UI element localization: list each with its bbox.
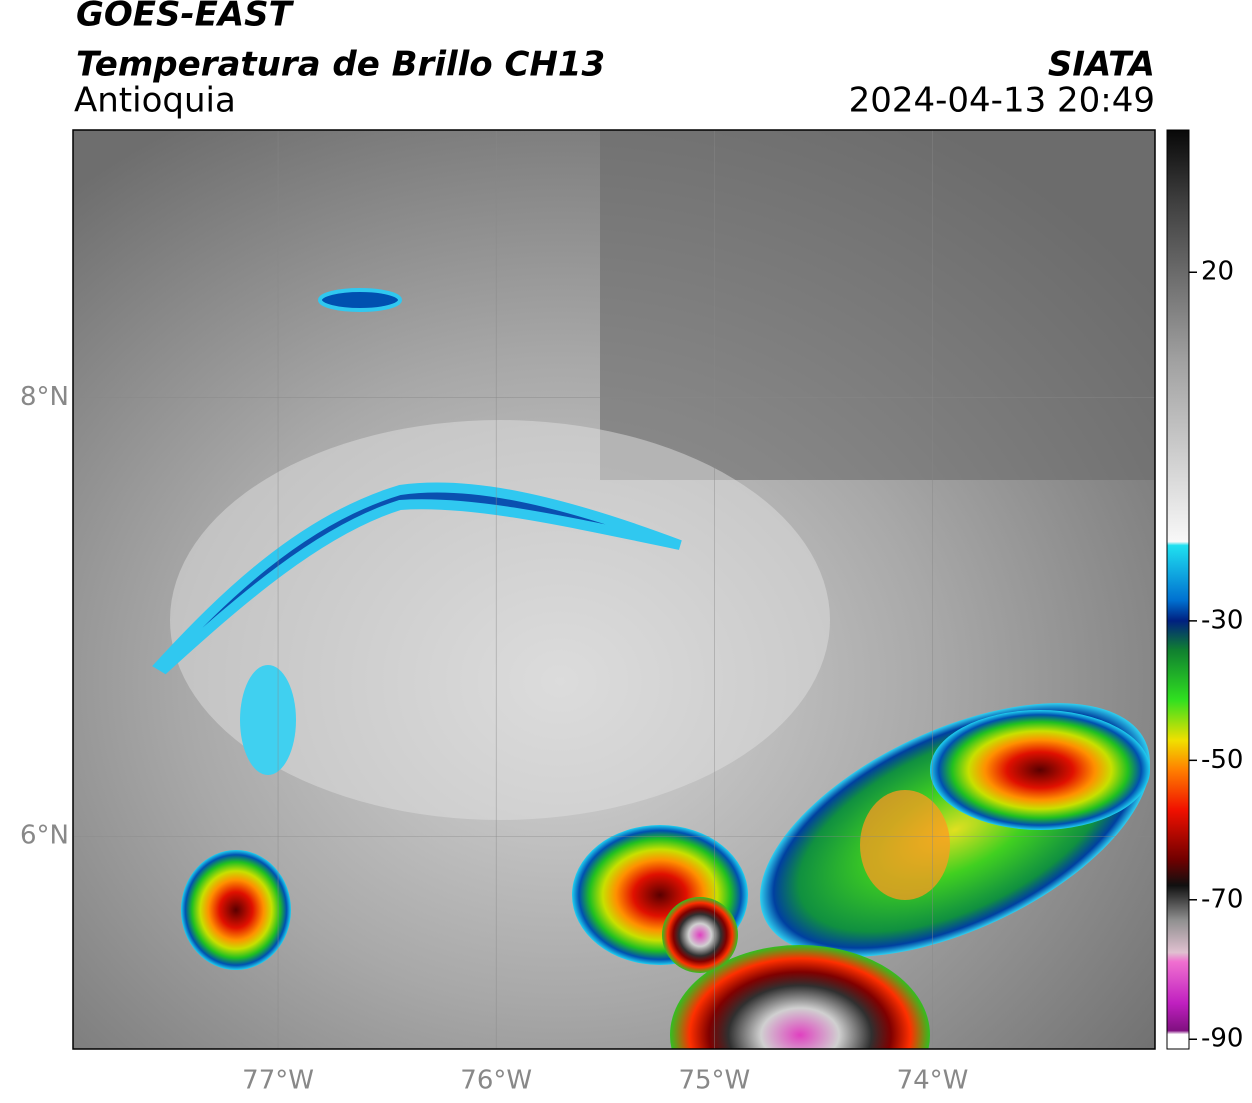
lat-label: 8°N	[20, 382, 69, 412]
lon-label: 75°W	[678, 1066, 750, 1096]
lat-label: 6°N	[20, 821, 69, 851]
source: SIATA	[1048, 45, 1155, 85]
colorbar-label: -30	[1201, 605, 1243, 635]
satellite-image	[73, 130, 1155, 1049]
lon-label: 76°W	[460, 1066, 532, 1096]
satellite: GOES-EAST	[76, 0, 295, 35]
region: Antioquia	[74, 81, 236, 121]
colorbar-label: -50	[1201, 745, 1243, 775]
product: Temperatura de Brillo CH13	[76, 45, 605, 85]
colorbar	[1166, 129, 1190, 1050]
colorbar-label: -70	[1201, 884, 1243, 914]
datetime: 2024-04-13 20:49	[849, 81, 1155, 121]
colorbar-label: 20	[1201, 257, 1234, 287]
lon-label: 74°W	[897, 1066, 969, 1096]
lon-label: 77°W	[242, 1066, 314, 1096]
colorbar-label: -90	[1201, 1024, 1243, 1054]
map-frame	[72, 129, 1156, 1050]
